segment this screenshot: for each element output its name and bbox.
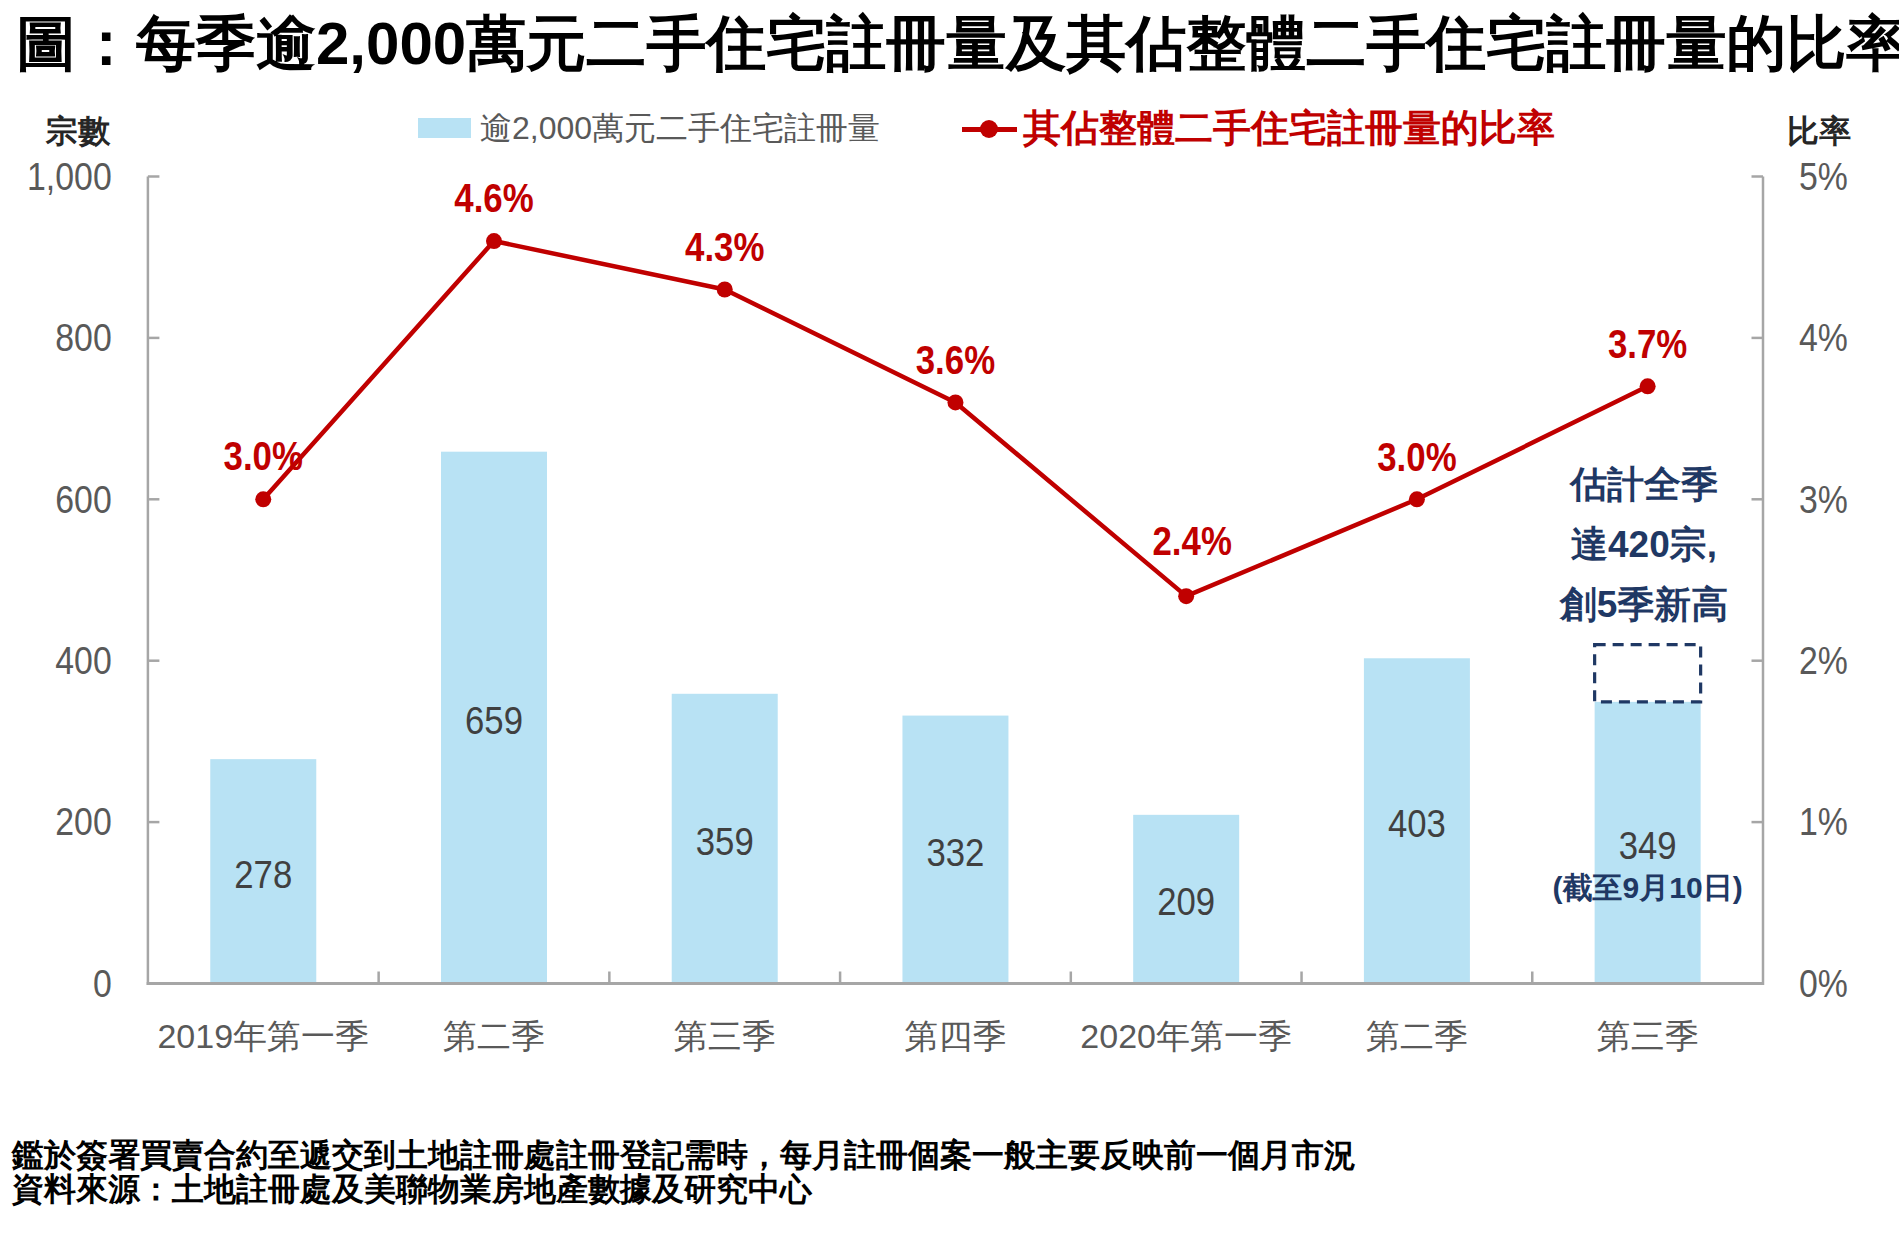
bar-value-label: 349 [1619,824,1677,867]
right-axis-tick-label: 0% [1799,962,1848,1005]
line-point [486,233,502,249]
line-point [947,394,963,410]
line-point [1640,378,1656,394]
left-axis-tick-label: 200 [55,800,111,843]
bar-value-label: 209 [1157,881,1215,924]
line-point [1178,588,1194,604]
right-axis-tick-label: 5% [1799,155,1848,198]
x-axis-category-label: 第四季 [904,1017,1006,1055]
bar-value-label: 278 [234,853,292,896]
bar-value-label: 359 [696,820,754,863]
percent-label: 4.3% [685,225,764,270]
percent-label: 4.6% [454,175,533,220]
line-point [1409,491,1425,507]
percent-label: 2.4% [1152,519,1231,564]
x-axis-category-label: 2019年第一季 [157,1017,369,1055]
estimate-dashed-box [1595,645,1701,702]
right-axis-tick-label: 4% [1799,316,1848,359]
line-point [717,281,733,297]
bar-value-label: 332 [927,831,985,874]
percent-label: 3.0% [1377,435,1456,480]
left-axis-tick-label: 800 [55,316,111,359]
left-axis-tick-label: 0 [93,962,112,1005]
percent-label: 3.7% [1608,322,1687,367]
left-axis-tick-label: 400 [55,639,111,682]
bar-value-label: 403 [1388,802,1446,845]
right-axis-tick-label: 1% [1799,800,1848,843]
estimate-annotation: 估計全季 達420宗, 創5季新高 [1489,455,1799,635]
footnote-source: 資料來源：土地註冊處及美聯物業房地產數據及研究中心 [12,1165,812,1213]
left-axis-tick-label: 1,000 [27,155,112,198]
x-axis-category-label: 第二季 [1366,1017,1468,1055]
left-axis-tick-label: 600 [55,478,111,521]
percent-label: 3.0% [224,434,303,479]
x-axis-category-label: 第二季 [443,1017,545,1055]
bar-value-label: 659 [465,699,523,742]
right-axis-tick-label: 2% [1799,639,1848,682]
right-axis-tick-label: 3% [1799,478,1848,521]
x-axis-category-label: 第三季 [674,1017,776,1055]
line-point [255,491,271,507]
percent-label: 3.6% [916,338,995,383]
last-bar-note: (截至9月10日) [1553,871,1743,904]
x-axis-category-label: 2020年第一季 [1080,1017,1292,1055]
x-axis-category-label: 第三季 [1597,1017,1699,1055]
